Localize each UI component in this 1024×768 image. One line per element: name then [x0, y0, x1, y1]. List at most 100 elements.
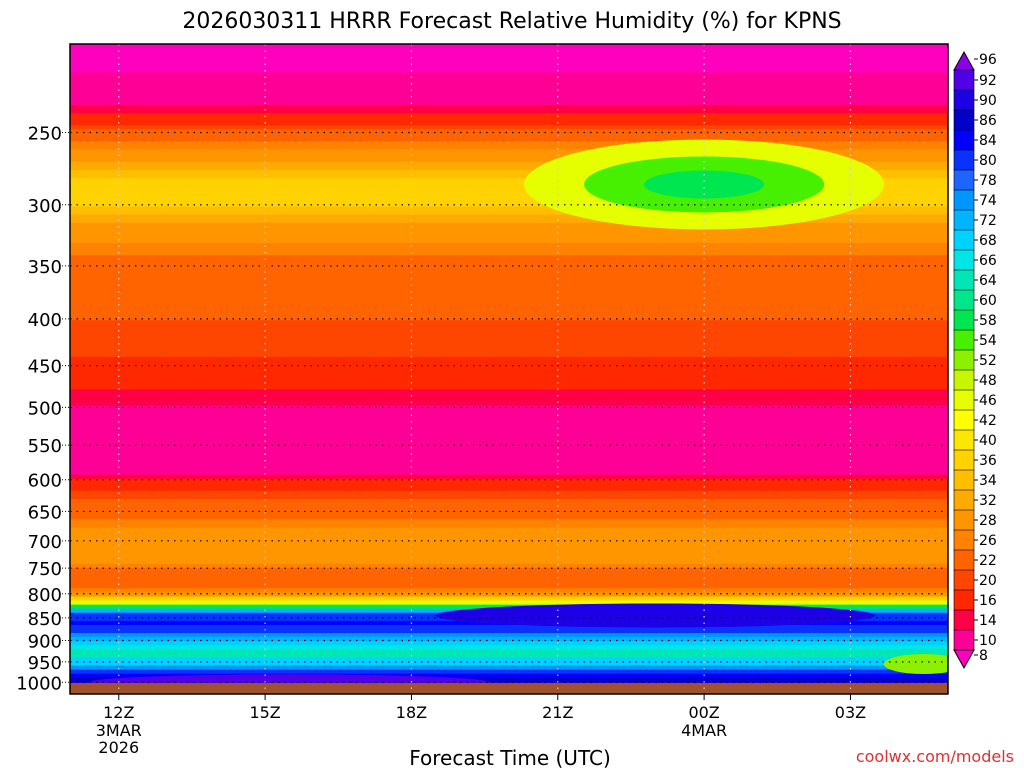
rh-band: [70, 523, 948, 529]
rh-band: [70, 661, 948, 667]
legend-swatch: [953, 309, 975, 331]
legend-swatch: [953, 149, 975, 171]
y-tick-label: 250: [28, 123, 62, 144]
rh-band: [70, 486, 948, 492]
legend-label: 60: [979, 293, 997, 309]
x-tick-label: 18Z: [396, 703, 427, 722]
legend-label: 96: [979, 52, 997, 68]
rh-band: [70, 96, 948, 102]
rh-band: [70, 507, 948, 512]
rh-band: [70, 234, 948, 240]
y-tick-label: 500: [28, 398, 62, 419]
legend-label: 80: [979, 153, 997, 169]
rh-band: [70, 629, 948, 634]
rh-band: [70, 352, 948, 358]
rh-band: [70, 186, 948, 191]
legend-swatch: [953, 409, 975, 431]
rh-band: [70, 429, 948, 435]
rh-band: [70, 88, 948, 94]
legend-label: 92: [979, 73, 997, 89]
legend-swatch: [953, 489, 975, 511]
rh-band: [70, 568, 948, 573]
rh-anomalies: [89, 139, 948, 691]
legend-label: 64: [979, 273, 997, 289]
rh-band: [70, 490, 948, 496]
legend-label: 20: [979, 573, 997, 589]
rh-band: [70, 531, 948, 537]
rh-band: [70, 511, 948, 516]
rh-band: [70, 373, 948, 378]
legend-label: 84: [979, 133, 997, 149]
rh-band: [70, 364, 948, 370]
legend-swatch: [953, 509, 975, 531]
y-tick-label: 350: [28, 257, 62, 278]
rh-band: [70, 588, 948, 594]
color-legend: 96 92 90 86 84 80 78 74 72 68 66 64 60 58 54 52 48 46 42 40…: [953, 50, 997, 670]
rh-band: [70, 669, 948, 675]
rh-band: [70, 291, 948, 297]
rh-band: [70, 555, 948, 561]
rh-band: [70, 576, 948, 581]
rh-band: [70, 421, 948, 427]
moist-pocket: [644, 170, 765, 199]
legend-swatch: [953, 69, 975, 91]
rh-band: [70, 397, 948, 403]
rh-band: [70, 551, 948, 557]
rh-band: [70, 344, 948, 350]
rh-band: [70, 165, 948, 171]
rh-band: [70, 596, 948, 602]
rh-band: [70, 356, 948, 362]
rh-band: [70, 381, 948, 386]
rh-band: [70, 226, 948, 232]
rh-band: [70, 259, 948, 264]
y-tick-label: 750: [28, 559, 62, 580]
credit-text: coolwx.com/models: [856, 747, 1014, 766]
rh-band: [70, 222, 948, 228]
rh-band: [70, 113, 948, 118]
rh-band: [70, 100, 948, 106]
rh-band: [70, 76, 948, 82]
y-tick-label: 1000: [16, 673, 62, 694]
rh-band: [70, 637, 948, 642]
rh-band: [70, 641, 948, 646]
rh-band: [70, 121, 948, 126]
legend-swatch: [953, 609, 975, 631]
rh-band: [70, 401, 948, 407]
legend-swatch: [953, 369, 975, 391]
rh-band: [70, 68, 948, 74]
rh-band: [70, 665, 948, 671]
legend-swatch: [953, 229, 975, 251]
rh-band: [70, 454, 948, 459]
legend-swatch: [953, 289, 975, 311]
legend-label: 54: [979, 333, 997, 349]
legend-label: 46: [979, 393, 997, 409]
rh-band: [70, 182, 948, 187]
x-tick-sublabel: 2026: [98, 738, 139, 757]
rh-band: [70, 324, 948, 329]
legend-swatch: [953, 349, 975, 371]
rh-band: [70, 161, 948, 167]
y-tick-label: 400: [28, 310, 62, 331]
rh-band: [70, 174, 948, 179]
rh-band: [70, 393, 948, 399]
legend-swatch: [953, 629, 975, 651]
rh-band: [70, 377, 948, 382]
legend-swatch: [953, 269, 975, 291]
x-axis-label: Forecast Time (UTC): [409, 746, 611, 768]
x-tick-label: 15Z: [249, 703, 280, 722]
legend-label: 36: [979, 453, 997, 469]
rh-band: [70, 56, 948, 61]
y-tick-label: 850: [28, 609, 62, 630]
rh-band: [70, 564, 948, 569]
legend-swatch: [953, 389, 975, 411]
legend-label: 86: [979, 113, 997, 129]
rh-band: [70, 649, 948, 654]
legend-swatch: [953, 129, 975, 151]
legend-label: 90: [979, 93, 997, 109]
rh-band: [70, 243, 948, 248]
y-tick-label: 800: [28, 585, 62, 606]
plot-frame: [69, 43, 949, 695]
legend-label: 22: [979, 553, 997, 569]
